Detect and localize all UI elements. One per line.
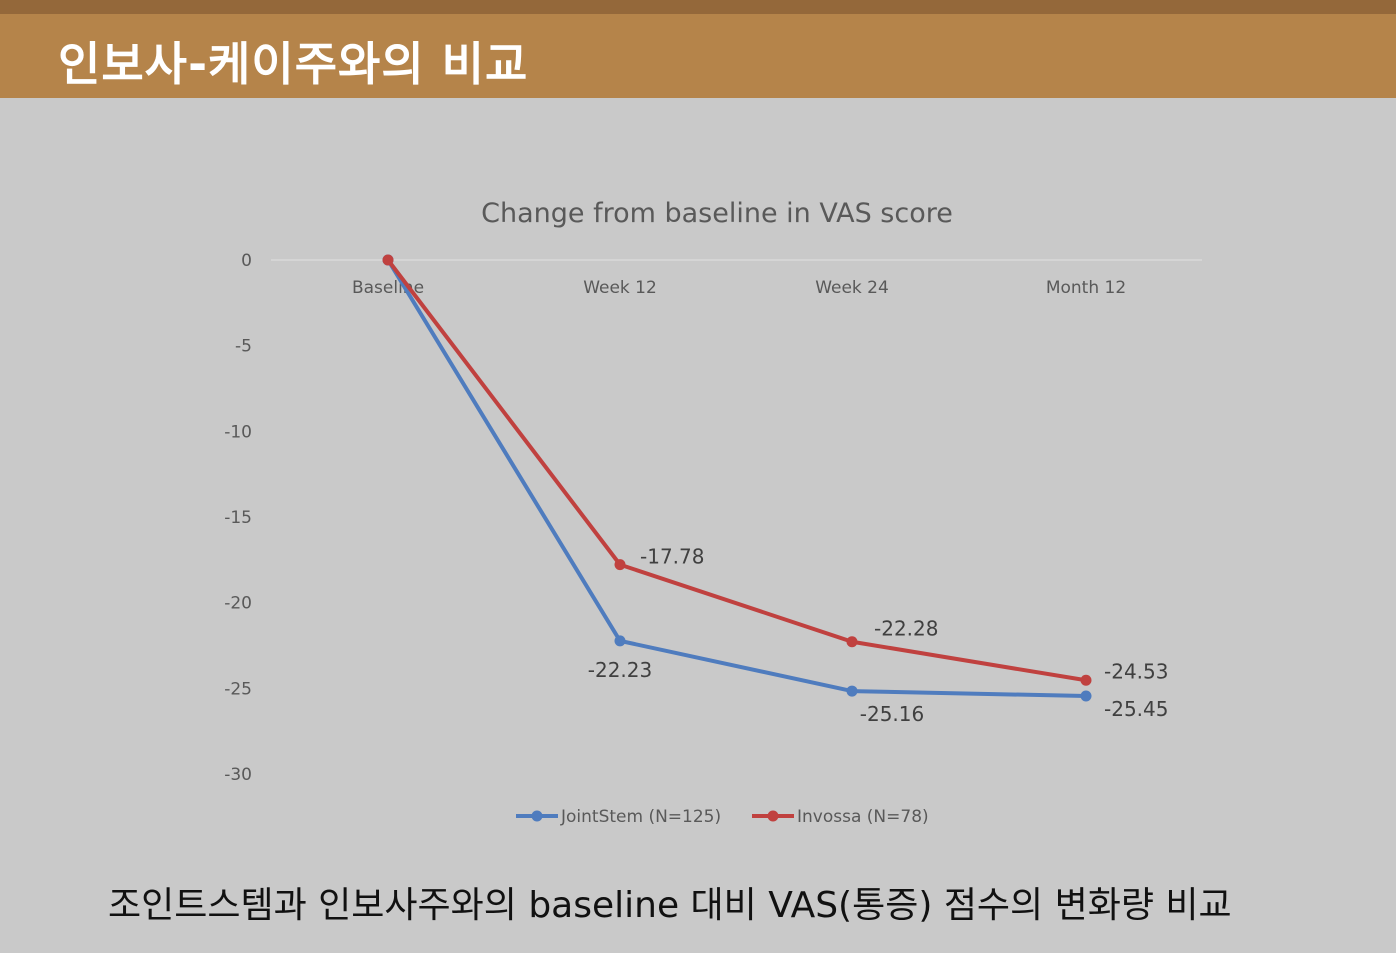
y-tick-label: -5 bbox=[235, 337, 252, 357]
data-point bbox=[614, 635, 626, 647]
data-point bbox=[382, 254, 394, 266]
y-tick-label: -10 bbox=[224, 422, 252, 442]
y-tick-label: -15 bbox=[224, 508, 252, 528]
y-axis-ticks: 0 -5 -10 -15 -20 -25 -30 bbox=[224, 251, 252, 785]
y-tick-label: 0 bbox=[241, 251, 252, 271]
y-tick-label: -30 bbox=[224, 765, 252, 785]
data-label: -22.28 bbox=[874, 617, 938, 641]
data-point bbox=[1080, 690, 1092, 702]
slide-caption: 조인트스템과 인보사주와의 baseline 대비 VAS(통증) 점수의 변화… bbox=[108, 885, 1232, 926]
data-label: -17.78 bbox=[640, 545, 704, 569]
legend: JointStem (N=125) Invossa (N=78) bbox=[516, 807, 929, 827]
data-point bbox=[614, 559, 626, 571]
data-point bbox=[1080, 674, 1092, 686]
x-tick-label: Week 12 bbox=[583, 278, 657, 298]
y-tick-label: -20 bbox=[224, 594, 252, 614]
series-line bbox=[386, 258, 1087, 699]
header-bar: 인보사-케이주와의 비교 bbox=[0, 0, 1396, 98]
data-label: -22.23 bbox=[588, 658, 652, 682]
data-label: -25.16 bbox=[860, 702, 924, 726]
data-label: -24.53 bbox=[1104, 659, 1168, 683]
y-tick-label: -25 bbox=[224, 679, 252, 699]
legend-swatch-dot bbox=[767, 810, 779, 822]
vas-line-chart: Change from baseline in VAS score 0 -5 -10… bbox=[224, 198, 1202, 827]
x-tick-label: Week 24 bbox=[815, 278, 889, 298]
series-line bbox=[386, 258, 1087, 683]
x-axis-ticks: Baseline Week 12 Week 24 Month 12 bbox=[352, 278, 1126, 298]
page-title: 인보사-케이주와의 비교 bbox=[58, 37, 529, 91]
data-label: -25.45 bbox=[1104, 697, 1168, 721]
legend-label: JointStem (N=125) bbox=[560, 807, 721, 827]
series-group bbox=[382, 254, 1092, 702]
x-tick-label: Month 12 bbox=[1046, 278, 1126, 298]
legend-label: Invossa (N=78) bbox=[797, 807, 929, 827]
data-point bbox=[846, 685, 858, 697]
data-labels: -22.23 -25.16 -25.45 -17.78 -22.28 -24.53 bbox=[588, 545, 1169, 726]
legend-swatch-dot bbox=[531, 810, 543, 822]
data-point bbox=[846, 636, 858, 648]
chart-title: Change from baseline in VAS score bbox=[481, 198, 953, 229]
